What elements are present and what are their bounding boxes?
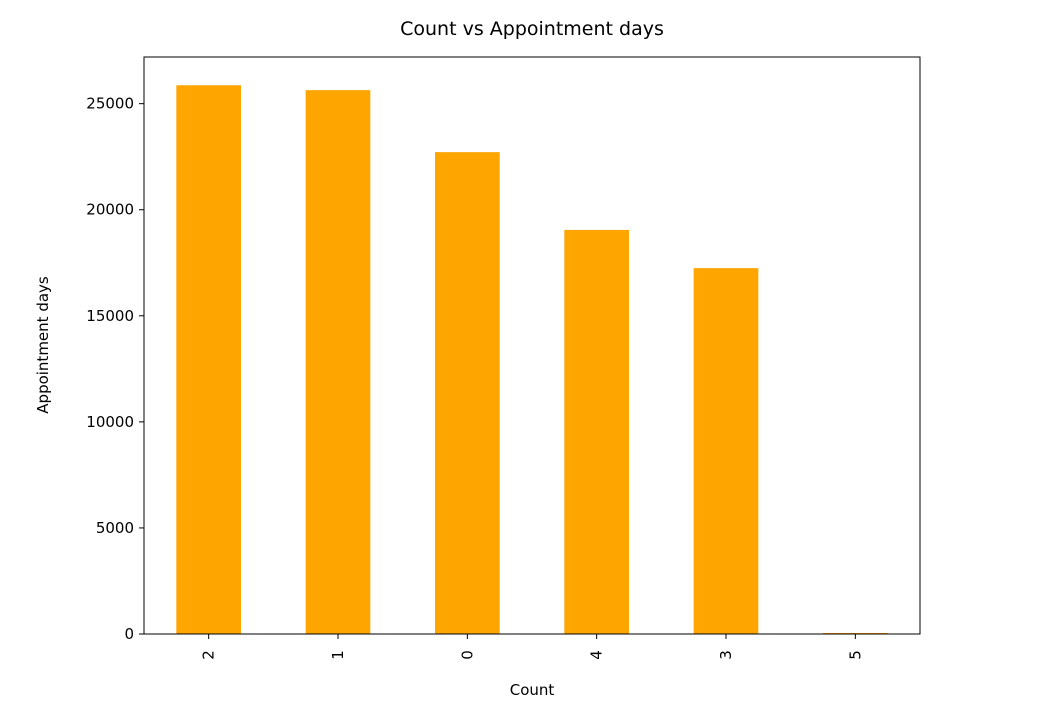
y-tick-label: 0 (124, 625, 134, 643)
y-tick-label: 20000 (86, 201, 134, 219)
x-tick-label: 3 (717, 650, 735, 660)
chart-title: Count vs Appointment days (400, 18, 664, 40)
y-tick-label: 5000 (96, 519, 134, 537)
bar-3 (693, 268, 759, 634)
x-tick-label: 4 (588, 650, 606, 660)
bar-2 (176, 85, 241, 634)
bars-group (176, 85, 888, 634)
y-tick-label: 15000 (86, 307, 134, 325)
bar-1 (305, 90, 371, 634)
x-tick-label: 5 (846, 650, 864, 660)
x-tick-label: 2 (200, 650, 218, 660)
bar-4 (564, 229, 629, 634)
x-axis-label: Count (510, 681, 555, 699)
x-tick-label: 0 (458, 650, 476, 660)
x-tick-label: 1 (329, 650, 347, 660)
bar-5 (823, 632, 888, 634)
plot-frame (143, 56, 921, 635)
x-axis-ticks: 2 1 0 4 3 5 (200, 634, 864, 660)
y-tick-label: 10000 (86, 413, 134, 431)
bar-0 (435, 152, 500, 634)
y-axis-ticks: 0 5000 10000 15000 20000 25000 (86, 95, 144, 643)
y-tick-label: 25000 (86, 95, 134, 113)
y-axis-label: Appointment days (34, 276, 52, 414)
